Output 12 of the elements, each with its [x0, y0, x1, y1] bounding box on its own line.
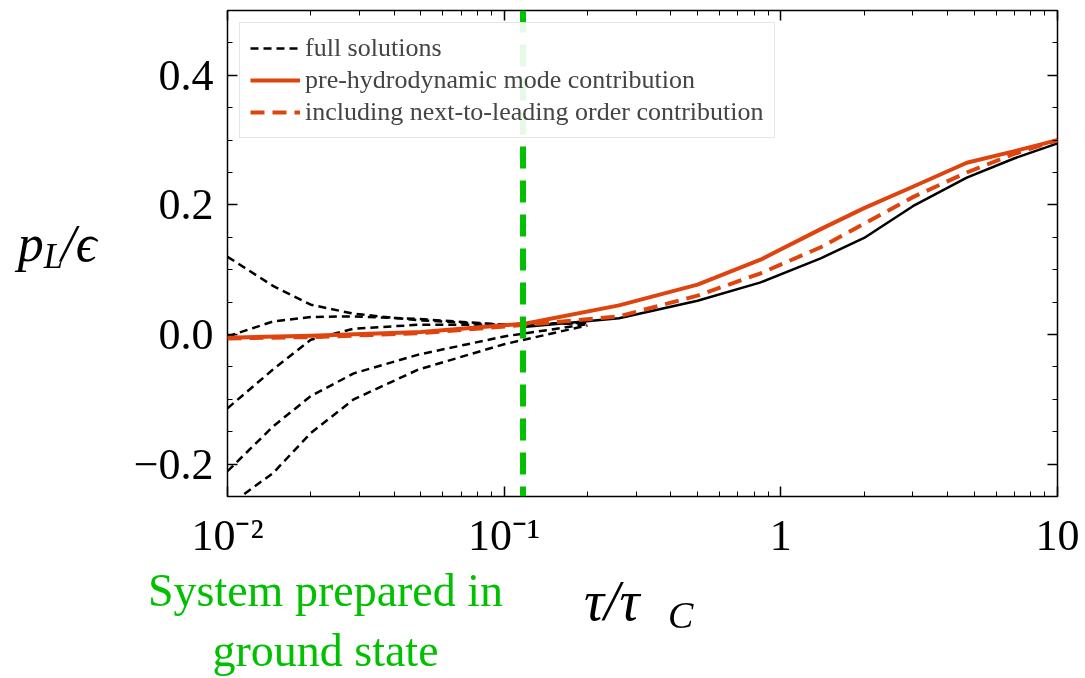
legend-label: pre-hydrodynamic mode contribution — [305, 65, 695, 95]
y-tick-label: −0.2 — [133, 439, 214, 489]
y-tick-label: 0.2 — [158, 180, 214, 230]
x-tick-label: 10⁻² — [191, 510, 264, 560]
y-tick-label: 0.0 — [158, 310, 214, 359]
x-tick-label: 1 — [769, 510, 792, 560]
legend-label: including next-to-leading order contribution — [305, 97, 764, 127]
legend-label: full solutions — [305, 33, 442, 63]
x-tick-label: 10 — [1035, 510, 1080, 560]
x-tick-label: 10⁻¹ — [468, 510, 541, 560]
y-tick-label: 0.4 — [158, 50, 214, 100]
ref-line-label: System prepared in ground state — [147, 565, 504, 676]
